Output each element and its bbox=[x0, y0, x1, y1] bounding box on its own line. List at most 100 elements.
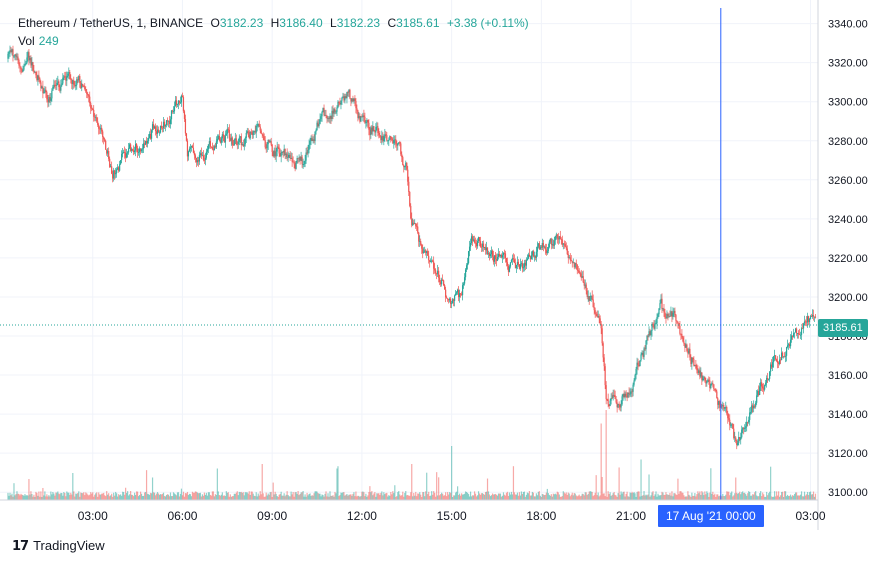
candle-body bbox=[311, 138, 313, 141]
volume-bar bbox=[708, 496, 710, 500]
volume-bar bbox=[524, 496, 527, 500]
candle-body bbox=[488, 253, 491, 256]
volume-bar bbox=[613, 491, 615, 500]
volume-bar bbox=[302, 491, 304, 500]
candle-body bbox=[737, 443, 739, 445]
candle-body bbox=[504, 253, 507, 259]
candle-body bbox=[439, 277, 441, 283]
candle-body bbox=[450, 298, 452, 304]
candle-body bbox=[263, 136, 265, 141]
time-axis[interactable]: 03:00 06:00 09:00 12:00 15:00 18:00 21:00 03:00 bbox=[0, 499, 826, 523]
volume-bar bbox=[533, 496, 535, 500]
candle-body bbox=[152, 124, 155, 129]
candle-body bbox=[242, 144, 244, 147]
candle-body bbox=[140, 149, 143, 152]
candle-body bbox=[482, 243, 485, 248]
candle-body bbox=[744, 427, 746, 429]
candle-body bbox=[84, 87, 86, 90]
candle-body bbox=[805, 321, 808, 323]
volume-bar bbox=[135, 494, 137, 500]
candle-body bbox=[20, 66, 22, 70]
candle-body bbox=[725, 407, 727, 408]
candle-body bbox=[519, 264, 522, 269]
volume-bar bbox=[309, 493, 311, 500]
volume-bar bbox=[26, 495, 28, 500]
candle-body bbox=[364, 116, 366, 123]
candle-body bbox=[144, 140, 147, 145]
volume-bar bbox=[544, 494, 546, 500]
candle-body bbox=[215, 141, 217, 148]
volume-bar bbox=[139, 491, 142, 500]
candle-body bbox=[385, 134, 387, 136]
volume-bar bbox=[763, 494, 765, 500]
candle-body bbox=[574, 262, 576, 268]
candle-body bbox=[461, 285, 464, 296]
candle-body bbox=[589, 296, 591, 301]
volume-bar bbox=[752, 494, 754, 500]
volume-bar bbox=[471, 495, 474, 500]
volume-bar bbox=[371, 491, 373, 500]
volume-bar bbox=[793, 493, 796, 500]
candle-body bbox=[427, 251, 429, 256]
candle-body bbox=[548, 241, 550, 247]
candle-body bbox=[541, 242, 543, 248]
candle-body bbox=[580, 273, 582, 278]
candle-body bbox=[76, 79, 78, 86]
candle-body bbox=[101, 127, 103, 132]
candle-body bbox=[672, 312, 674, 317]
volume-bar bbox=[31, 493, 33, 500]
volume-bar bbox=[583, 495, 585, 500]
candle-body bbox=[257, 123, 259, 126]
volume-bar bbox=[335, 493, 337, 500]
volume-bar bbox=[147, 494, 150, 500]
volume-bar bbox=[723, 496, 725, 500]
candle-body bbox=[374, 130, 376, 133]
symbol-title[interactable]: Ethereum / TetherUS, 1, BINANCE bbox=[18, 16, 204, 30]
candle-body bbox=[227, 128, 229, 130]
candle-body bbox=[809, 316, 812, 319]
candle-body bbox=[261, 133, 263, 135]
volume-bar bbox=[637, 491, 639, 500]
price-axis[interactable]: 3100.003120.003140.003160.003180.003200.… bbox=[817, 0, 868, 530]
volume-bar bbox=[334, 491, 336, 500]
volume-bar bbox=[186, 491, 189, 500]
volume-bar bbox=[616, 496, 618, 500]
tradingview-brand[interactable]: 17 TradingView bbox=[12, 538, 105, 554]
candle-body bbox=[36, 75, 38, 81]
candle-body bbox=[338, 101, 340, 103]
volume-bar bbox=[536, 495, 538, 500]
volume-label[interactable]: Vol bbox=[18, 34, 35, 48]
candle-body bbox=[187, 151, 190, 157]
volume-bar bbox=[333, 496, 335, 500]
candle-body bbox=[567, 254, 569, 259]
candle-body bbox=[508, 266, 511, 272]
candle-body bbox=[204, 157, 206, 160]
candle-body bbox=[341, 97, 343, 101]
volume-bar bbox=[51, 494, 53, 500]
candle-body bbox=[125, 152, 127, 158]
volume-bar bbox=[420, 494, 422, 500]
volume-bar bbox=[764, 496, 766, 500]
volume-bar bbox=[128, 495, 130, 500]
candle-body bbox=[12, 49, 14, 57]
candle-body bbox=[365, 122, 367, 124]
volume-bar bbox=[379, 494, 381, 500]
candle-body bbox=[586, 290, 588, 297]
volume-bar bbox=[300, 492, 302, 500]
volume-bar bbox=[580, 495, 582, 500]
volume-bar bbox=[457, 486, 459, 500]
volume-bar bbox=[98, 492, 100, 500]
volume-bar bbox=[360, 495, 362, 500]
volume-bar bbox=[761, 496, 763, 500]
candle-body bbox=[253, 131, 255, 132]
candle-body bbox=[722, 405, 724, 407]
candle-body bbox=[592, 299, 594, 308]
volume-bar bbox=[546, 488, 548, 500]
candle-body bbox=[529, 256, 531, 260]
candle-body bbox=[250, 131, 252, 133]
volume-bar bbox=[665, 492, 667, 500]
candle-body bbox=[32, 62, 34, 71]
candle-body bbox=[231, 137, 233, 145]
candle-body bbox=[272, 151, 274, 157]
